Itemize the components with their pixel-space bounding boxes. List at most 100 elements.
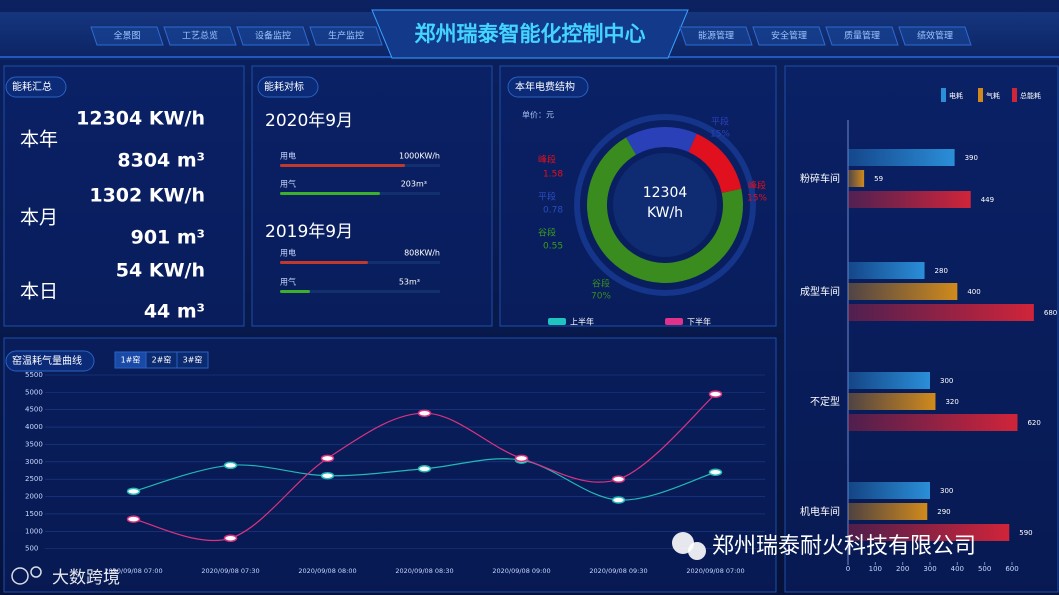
line-point (708, 390, 723, 398)
progress-bar (280, 164, 405, 167)
line-point (514, 454, 529, 463)
wechat-icon (688, 542, 706, 560)
nav-label[interactable]: 设备监控 (255, 30, 291, 42)
category-label: 成型车间 (800, 285, 840, 298)
summary-label: 本年 (20, 129, 58, 151)
x-tick-label: 2020/09/08 08:00 (298, 567, 356, 575)
slice-name: 平段 (711, 116, 729, 128)
tab-label[interactable]: 2#窑 (152, 355, 172, 365)
value-label: 620 (1027, 419, 1040, 427)
slice-label: 15% (710, 130, 730, 140)
logo-icon (30, 566, 42, 578)
nav-label[interactable]: 安全管理 (771, 30, 807, 42)
nav-button[interactable] (236, 26, 310, 46)
legend-label: 上半年 (570, 317, 594, 327)
category-label: 机电车间 (800, 505, 840, 518)
slice-label: 70% (591, 292, 611, 302)
page-title: 郑州瑞泰智能化控制中心 (415, 22, 646, 46)
nav-button[interactable] (90, 26, 164, 46)
tab-label[interactable]: 3#窑 (183, 355, 203, 365)
bar (848, 482, 930, 499)
line-point (611, 475, 626, 483)
summary-label: 本日 (20, 281, 58, 303)
y-tick-label: 1500 (25, 510, 43, 518)
nav-button[interactable] (898, 26, 972, 46)
nav-button[interactable] (679, 26, 753, 46)
x-tick-label: 2020/09/08 09:30 (589, 567, 647, 575)
panel-tag (5, 76, 67, 98)
panel (251, 65, 493, 327)
bar (848, 191, 971, 208)
donut-core (613, 153, 717, 257)
bar (848, 283, 958, 300)
y-tick-label: 4500 (25, 406, 43, 414)
x-tick-label: 2020/09/08 07:00 (686, 567, 744, 575)
progress-bar (280, 261, 368, 264)
panel-tag (5, 350, 95, 372)
x-tick-label: 2020/09/08 08:30 (395, 567, 453, 575)
price-name: 平段 (538, 191, 556, 203)
line-point (708, 468, 723, 476)
panel (3, 65, 245, 327)
value-label: 300 (940, 487, 953, 495)
nav-label[interactable]: 全景图 (113, 30, 140, 42)
bar (848, 170, 865, 187)
line-point (126, 487, 141, 496)
nav-button[interactable] (309, 26, 383, 46)
donut-halo (574, 114, 756, 296)
slice-name: 谷段 (592, 278, 610, 290)
panel-title: 能耗汇总 (12, 80, 52, 93)
panel-title: 本年电费结构 (515, 80, 575, 93)
value-label: 59 (874, 175, 883, 183)
progress-track (280, 290, 440, 293)
item-name: 用电 (280, 248, 296, 258)
value-label: 590 (1019, 529, 1032, 537)
nav-button[interactable] (825, 26, 899, 46)
line-point (126, 515, 141, 523)
nav-label[interactable]: 生产监控 (328, 30, 364, 42)
nav-label[interactable]: 质量管理 (844, 30, 880, 42)
panel (3, 337, 777, 593)
value-label: 320 (945, 398, 958, 406)
nav-button[interactable] (163, 26, 237, 46)
value-label: 400 (967, 288, 980, 296)
bar (848, 149, 955, 166)
summary-gas: 8304 m³ (117, 150, 205, 172)
x-tick-label: 300 (923, 565, 936, 573)
panel-tag (507, 76, 589, 98)
bar (848, 262, 925, 279)
nav-label[interactable]: 工艺总览 (182, 30, 218, 42)
center-unit: KW/h (647, 205, 683, 221)
y-tick-label: 4000 (25, 423, 43, 431)
legend-swatch (978, 88, 983, 102)
y-tick-label: 3500 (25, 440, 43, 448)
legend-label: 下半年 (687, 317, 711, 327)
value-label: 449 (981, 196, 994, 204)
nav-label[interactable]: 能源管理 (698, 30, 734, 42)
tab[interactable] (176, 351, 209, 369)
value-label: 300 (940, 377, 953, 385)
summary-power: 12304 KW/h (76, 108, 205, 130)
y-tick-label: 5000 (25, 388, 43, 396)
tab-label[interactable]: 1#窑 (121, 355, 141, 365)
value-label: 390 (965, 154, 978, 162)
item-name: 用气 (280, 277, 296, 287)
period-label: 2020年9月 (265, 111, 353, 131)
summary-power: 1302 KW/h (89, 185, 205, 207)
summary-label: 本月 (20, 207, 58, 229)
item-value: 53m³ (399, 278, 420, 287)
x-tick-label: 2020/09/08 07:00 (104, 567, 162, 575)
bar (848, 304, 1034, 321)
x-tick-label: 2020/09/08 07:30 (201, 567, 259, 575)
nav-label[interactable]: 绩效管理 (917, 30, 953, 42)
slice-label: 15% (747, 194, 767, 204)
bar (848, 524, 1010, 541)
nav-button[interactable] (752, 26, 826, 46)
legend-label: 电耗 (949, 91, 963, 100)
x-tick-label: 0 (846, 565, 850, 573)
center-value: 12304 (643, 185, 688, 201)
legend-swatch (941, 88, 946, 102)
x-tick-label: 500 (978, 565, 991, 573)
